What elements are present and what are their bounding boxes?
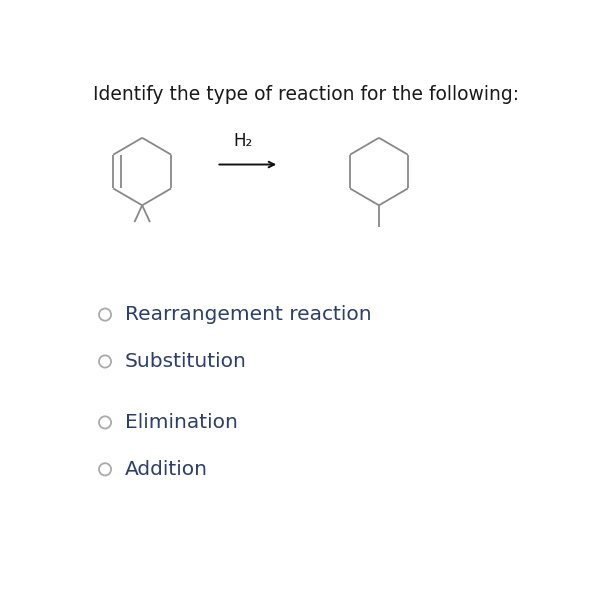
Text: Elimination: Elimination [125, 413, 238, 432]
Text: Addition: Addition [125, 460, 208, 479]
Text: Rearrangement reaction: Rearrangement reaction [125, 305, 371, 324]
Text: H₂: H₂ [234, 132, 253, 150]
Text: Substitution: Substitution [125, 352, 247, 371]
Text: Identify the type of reaction for the following:: Identify the type of reaction for the fo… [93, 85, 519, 104]
